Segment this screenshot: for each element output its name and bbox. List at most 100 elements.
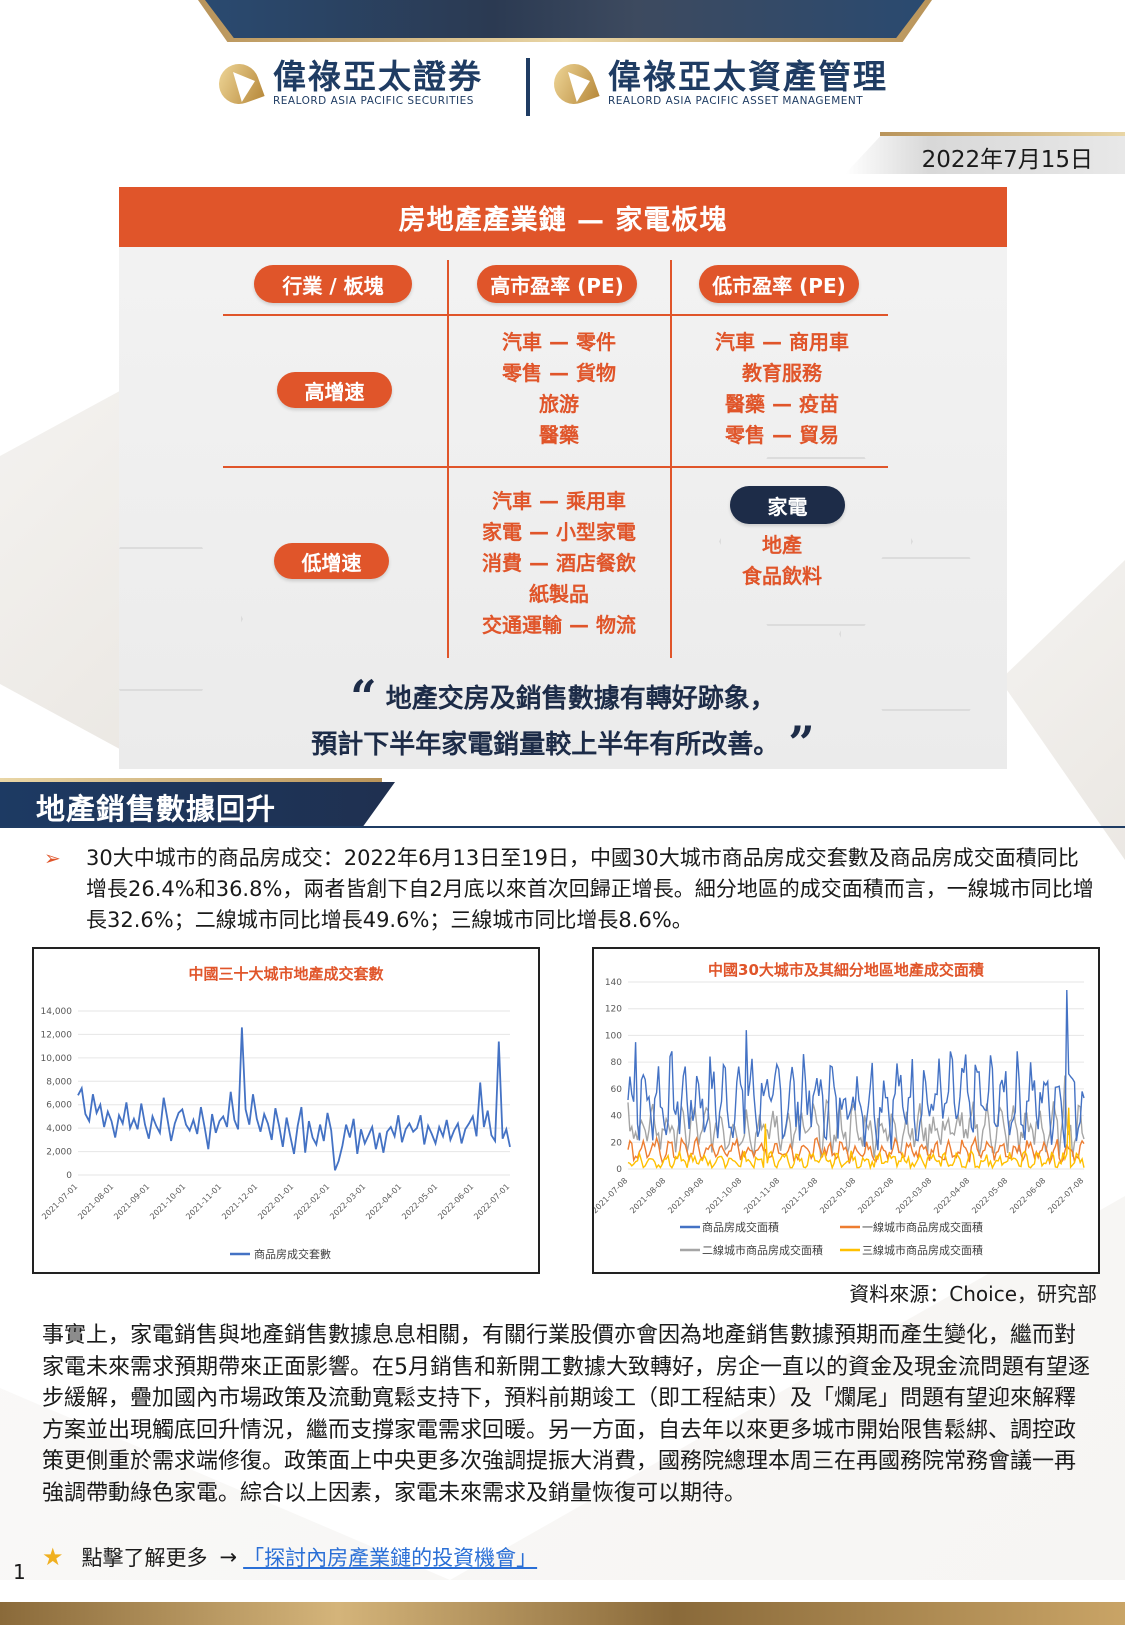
x-tick-label: 2022-03-01 bbox=[328, 1182, 367, 1221]
chart1-title: 中國三十大城市地產成交套數 bbox=[188, 965, 384, 983]
open-quote-mark: “ bbox=[350, 670, 377, 724]
x-tick-label: 2022-03-08 bbox=[894, 1176, 933, 1215]
x-tick-label: 2022-06-08 bbox=[1008, 1176, 1047, 1215]
x-tick-label: 2022-07-08 bbox=[1046, 1176, 1085, 1215]
x-tick-label: 2021-11-01 bbox=[184, 1182, 223, 1221]
logo-securities-cn: 偉祿亞太證券 bbox=[273, 57, 483, 96]
legend-label: 三線城市商品房成交面積 bbox=[862, 1243, 983, 1257]
x-tick-label: 2022-01-08 bbox=[818, 1176, 857, 1215]
x-tick-label: 2021-08-08 bbox=[628, 1176, 667, 1215]
header-high-pe: 高市盈率 (PE) bbox=[477, 265, 637, 303]
wing-logo-icon bbox=[213, 58, 267, 110]
x-tick-label: 2021-07-08 bbox=[594, 1176, 629, 1215]
x-tick-label: 2022-05-08 bbox=[970, 1176, 1009, 1215]
cell-high-growth-high-pe: 汽車 — 零件 零售 — 貨物 旅游 醫藥 bbox=[502, 330, 616, 447]
x-tick-label: 2022-07-01 bbox=[472, 1182, 511, 1221]
logo-asset-cn: 偉祿亞太資產管理 bbox=[608, 57, 888, 96]
grid-line bbox=[223, 466, 888, 468]
x-tick-label: 2021-10-01 bbox=[148, 1182, 187, 1221]
y-tick-label: 10,000 bbox=[41, 1054, 73, 1064]
y-tick-label: 4,000 bbox=[46, 1124, 72, 1134]
close-quote-mark: ” bbox=[788, 716, 815, 769]
series-line bbox=[627, 1107, 1085, 1171]
y-tick-label: 20 bbox=[611, 1138, 623, 1148]
sales-data-paragraph: 30大中城市的商品房成交：2022年6月13日至19日，中國30大城市商品房成交… bbox=[86, 846, 1094, 932]
legend-label: 商品房成交套數 bbox=[254, 1247, 331, 1261]
x-tick-label: 2021-08-01 bbox=[76, 1182, 115, 1221]
y-tick-label: 8,000 bbox=[46, 1077, 72, 1087]
logo-divider bbox=[526, 58, 530, 116]
y-tick-label: 14,000 bbox=[41, 1007, 73, 1017]
x-tick-label: 2022-04-08 bbox=[932, 1176, 971, 1215]
star-icon: ★ bbox=[42, 1543, 64, 1571]
x-tick-label: 2022-02-08 bbox=[856, 1176, 895, 1215]
learn-more-row: ★ 點擊了解更多 → 「探討內房產業鏈的投資機會」 bbox=[42, 1542, 537, 1572]
header-industry: 行業 / 板塊 bbox=[254, 265, 412, 303]
learn-more-label: 點擊了解更多 bbox=[81, 1546, 208, 1570]
logo-securities-en: REALORD ASIA PACIFIC SECURITIES bbox=[273, 95, 474, 107]
cell-low-growth-low-pe: 地產 食品飲料 bbox=[742, 533, 822, 588]
logo-asset-management: 偉祿亞太資產管理 REALORD ASIA PACIFIC ASSET MANA… bbox=[548, 57, 888, 110]
arrow-right-icon: → bbox=[219, 1545, 238, 1569]
analysis-paragraph: 事實上，家電銷售與地產銷售數據息息相關，有關行業股價亦會因為地產銷售數據預期而產… bbox=[42, 1323, 1091, 1506]
x-tick-label: 2021-07-01 bbox=[40, 1182, 79, 1221]
bottom-gold-bar bbox=[0, 1602, 1125, 1625]
report-date: 2022年7月15日 bbox=[921, 147, 1093, 173]
y-tick-label: 140 bbox=[605, 978, 622, 988]
data-source: 資料來源：Choice，研究部 bbox=[849, 1282, 1097, 1306]
quote-line-1: 地產交房及銷售數據有轉好跡象， bbox=[385, 684, 776, 714]
y-tick-label: 6,000 bbox=[46, 1101, 72, 1111]
industry-matrix-infographic: 房地產產業鏈 — 家電板塊 行業 / 板塊 高市盈率 (PE) 低市盈率 (PE… bbox=[119, 187, 1007, 769]
y-tick-label: 12,000 bbox=[41, 1030, 73, 1040]
y-tick-label: 100 bbox=[605, 1031, 622, 1041]
section-banner bbox=[0, 782, 395, 826]
series-line bbox=[627, 989, 1085, 1151]
chart-transaction-area: 中國30大城市及其細分地區地產成交面積 0 20 40 60 80 100 120 140 20… bbox=[592, 947, 1100, 1274]
x-tick-label: 2022-01-01 bbox=[256, 1182, 295, 1221]
quote-line-2: 預計下半年家電銷量較上半年有所改善。 bbox=[311, 730, 780, 760]
page-number: 1 bbox=[13, 1560, 26, 1584]
x-tick-label: 2021-11-08 bbox=[742, 1176, 781, 1215]
y-tick-label: 60 bbox=[611, 1085, 623, 1095]
hexagon-decoration bbox=[719, 457, 913, 626]
section-rule bbox=[0, 826, 1125, 828]
y-tick-label: 0 bbox=[616, 1165, 622, 1175]
x-tick-label: 2021-09-08 bbox=[666, 1176, 705, 1215]
x-tick-label: 2021-10-08 bbox=[704, 1176, 743, 1215]
y-tick-label: 2,000 bbox=[46, 1148, 72, 1158]
hexagon-decoration bbox=[839, 557, 1007, 711]
chart1-plot: 0 2,000 4,000 6,000 8,000 10,000 12,000 14,000 2… bbox=[40, 1007, 511, 1261]
row-low-growth: 低增速 bbox=[274, 543, 389, 579]
y-tick-label: 120 bbox=[605, 1005, 622, 1015]
grid-line bbox=[447, 260, 449, 658]
series-line bbox=[77, 1027, 511, 1171]
x-tick-label: 2022-05-01 bbox=[400, 1182, 439, 1221]
section-accent bbox=[0, 778, 382, 783]
key-quote: “ 地產交房及銷售數據有轉好跡象， 預計下半年家電銷量較上半年有所改善。 ” bbox=[119, 674, 1007, 769]
date-tab-accent bbox=[880, 132, 1125, 136]
date-tab bbox=[845, 132, 1125, 174]
chart-transaction-units: 中國三十大城市地產成交套數 0 2,000 4,000 6,000 8,000 10,00… bbox=[32, 947, 540, 1274]
logo-asset-en: REALORD ASIA PACIFIC ASSET MANAGEMENT bbox=[608, 95, 864, 107]
infographic-title: 房地產產業鏈 — 家電板塊 bbox=[119, 187, 1007, 247]
highlight-home-appliances: 家電 bbox=[730, 486, 845, 524]
article-link[interactable]: 「探討內房產業鏈的投資機會」 bbox=[243, 1546, 538, 1570]
x-tick-label: 2022-04-01 bbox=[364, 1182, 403, 1221]
hexagon-decoration bbox=[119, 547, 243, 691]
cell-low-growth-high-pe: 汽車 — 乘用車 家電 — 小型家電 消費 — 酒店餐飲 紙製品 交通運輸 — 物流 bbox=[482, 489, 636, 637]
wing-logo-icon bbox=[548, 58, 602, 110]
legend-label: 二線城市商品房成交面積 bbox=[702, 1243, 823, 1257]
top-navy-bar bbox=[205, 0, 925, 38]
x-tick-label: 2022-06-01 bbox=[436, 1182, 475, 1221]
chart2-title: 中國30大城市及其細分地區地產成交面積 bbox=[708, 961, 984, 979]
chart2-plot: 0204060801001201402021-07-082021-08-0820… bbox=[594, 978, 1085, 1257]
x-tick-label: 2021-09-01 bbox=[112, 1182, 151, 1221]
grid-line bbox=[223, 314, 888, 316]
x-tick-label: 2022-02-01 bbox=[292, 1182, 331, 1221]
x-tick-label: 2021-12-08 bbox=[780, 1176, 819, 1215]
header-low-pe: 低市盈率 (PE) bbox=[699, 265, 859, 303]
cell-high-growth-low-pe: 汽車 — 商用車 教育服務 醫藥 — 疫苗 零售 — 貿易 bbox=[715, 330, 849, 447]
y-tick-label: 0 bbox=[66, 1171, 72, 1181]
legend-label: 商品房成交面積 bbox=[702, 1220, 779, 1234]
background-shape bbox=[1000, 560, 1125, 860]
